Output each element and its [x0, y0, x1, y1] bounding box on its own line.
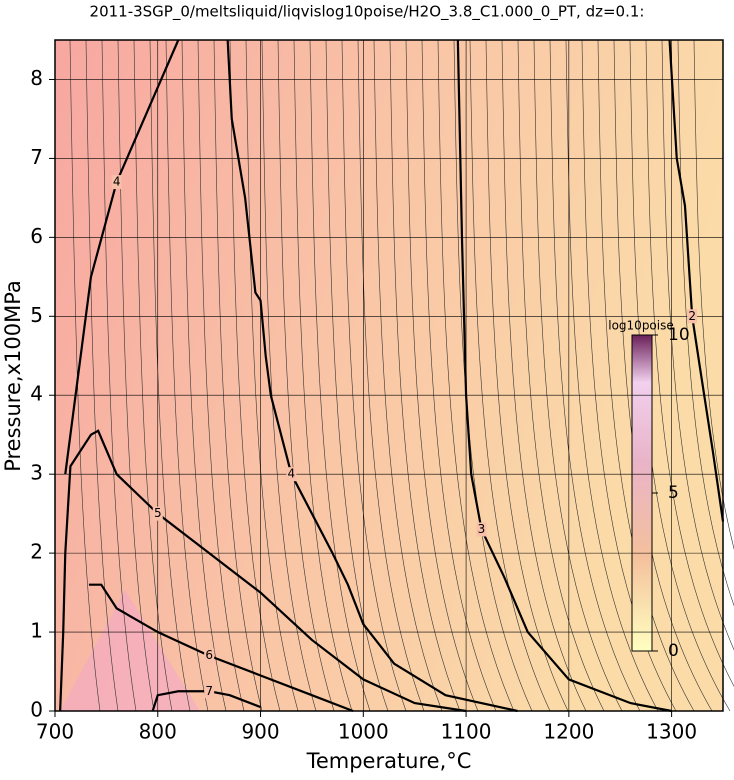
contour-label: 4	[113, 175, 121, 189]
contour-label: 3	[478, 522, 486, 536]
minor-contour	[117, 39, 155, 712]
minor-contour	[485, 39, 569, 712]
chart-title: 2011-3SGP_0/meltsliquid/liqvislog10poise…	[90, 3, 645, 22]
minor-contour	[565, 39, 659, 712]
minor-contour	[293, 39, 353, 712]
minor-contour	[597, 39, 695, 712]
x-tick-label: 1000	[338, 720, 389, 744]
minor-contour	[101, 39, 137, 712]
minor-contour	[693, 39, 734, 550]
minor-contour	[373, 39, 443, 712]
contour-label: 2	[688, 309, 696, 323]
minor-contour	[549, 39, 641, 712]
contour-line	[88, 583, 354, 713]
minor-contours	[69, 39, 734, 712]
minor-contour	[677, 39, 734, 607]
contour-label-bg	[111, 175, 122, 190]
minor-contour	[149, 39, 191, 712]
minor-contour	[133, 39, 173, 712]
contour-label-bg	[204, 684, 215, 699]
contour-line	[59, 429, 467, 713]
y-tick-label: 7	[30, 145, 43, 169]
y-tick-label: 1	[30, 619, 43, 643]
contour-label: 6	[205, 648, 213, 662]
x-tick-label: 800	[139, 720, 177, 744]
contour-label-bg	[204, 648, 215, 663]
minor-contour	[341, 39, 407, 712]
y-axis-label: Pressure,x100MPa	[1, 280, 25, 472]
y-tick-label: 4	[30, 382, 43, 406]
contour-label-bg	[687, 309, 698, 324]
x-tick-label: 1200	[543, 720, 594, 744]
minor-contour	[405, 39, 479, 712]
minor-contour	[389, 39, 461, 712]
x-tick-label: 1100	[441, 720, 492, 744]
x-axis-label: Temperature,°C	[306, 749, 472, 773]
colorbar-tick-label: 5	[668, 483, 679, 503]
contour-line	[64, 39, 180, 475]
y-tick-label: 0	[30, 698, 43, 722]
minor-contour	[309, 39, 371, 712]
contour-label-bg	[286, 467, 297, 482]
plot-frame	[54, 39, 724, 712]
minor-contour	[501, 39, 587, 712]
contour-line	[151, 690, 261, 712]
minor-contour	[437, 39, 515, 712]
plot-background	[55, 40, 723, 711]
minor-contour	[245, 39, 299, 712]
minor-contour	[229, 39, 281, 712]
minor-contour	[421, 39, 497, 712]
minor-contour	[165, 39, 209, 712]
y-tick-label: 3	[30, 461, 43, 485]
colorbar-tick-label: 10	[668, 325, 690, 345]
minor-contour	[261, 39, 317, 712]
colorbar	[631, 334, 653, 652]
minor-contour	[661, 39, 734, 651]
minor-contour	[181, 39, 227, 712]
y-tick-label: 6	[30, 224, 43, 248]
x-tick-label: 700	[36, 720, 74, 744]
minor-contour	[197, 39, 245, 712]
y-tick-label: 2	[30, 540, 43, 564]
minor-contour	[85, 39, 119, 712]
contour-label: 4	[288, 467, 296, 481]
x-tick-label: 1300	[646, 720, 697, 744]
minor-contour	[357, 39, 425, 712]
contour-label: 7	[205, 684, 213, 698]
minor-contour	[69, 39, 101, 712]
contour-label: 5	[154, 506, 162, 520]
y-tick-label: 8	[30, 66, 43, 90]
minor-contour	[517, 39, 605, 712]
minor-contour	[645, 39, 734, 687]
minor-contour	[533, 39, 623, 712]
x-tick-label: 900	[241, 720, 279, 744]
colorbar-label: log10poise	[608, 319, 674, 333]
high-viscosity-region	[60, 590, 200, 711]
contour-label-bg	[152, 506, 163, 521]
y-tick-label: 5	[30, 303, 43, 327]
minor-contour	[325, 39, 389, 712]
colorbar-tick-label: 0	[668, 641, 679, 661]
minor-contour	[469, 39, 551, 712]
minor-contour	[213, 39, 263, 712]
contour-label-bg	[476, 522, 487, 537]
